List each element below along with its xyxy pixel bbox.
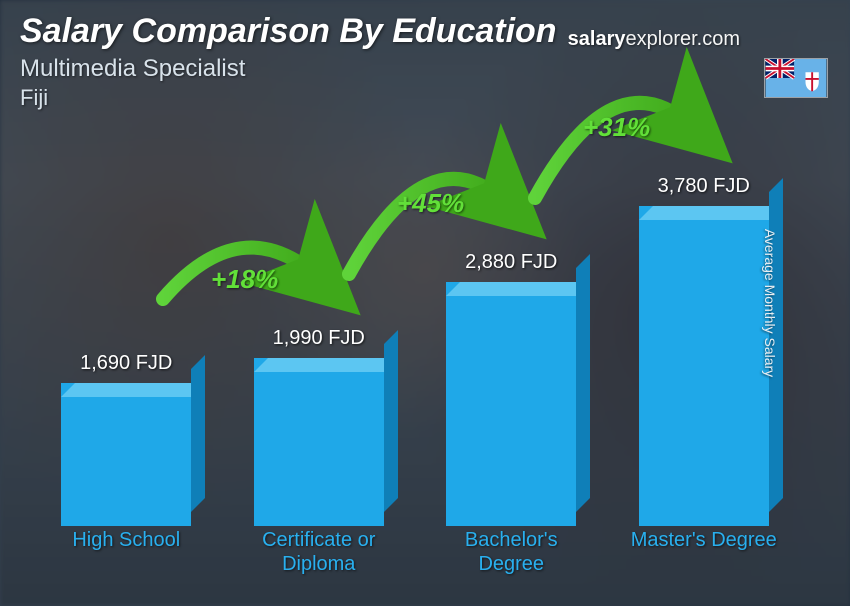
bar-label: Master's Degree	[624, 528, 784, 586]
bar-label: High School	[46, 528, 206, 586]
bar-chart: 1,690 FJD 1,990 FJD 2,880 FJD 3,780 FJD …	[30, 130, 800, 586]
increase-percent: +18%	[211, 264, 278, 295]
increase-percent: +31%	[583, 112, 650, 143]
increase-percent: +45%	[397, 188, 464, 219]
y-axis-label: Average Monthly Salary	[762, 229, 778, 377]
brand-thin: explorer.com	[626, 28, 741, 50]
brand-logo: salaryexplorer.com	[568, 28, 740, 51]
page-subtitle: Multimedia Specialist	[20, 55, 830, 83]
bar-label: Bachelor's Degree	[431, 528, 591, 586]
fiji-flag-icon	[764, 58, 828, 98]
labels-container: High School Certificate or Diploma Bachelo…	[30, 528, 800, 586]
brand-bold: salary	[568, 28, 626, 50]
header: Salary Comparison By Education Multimedi…	[20, 12, 830, 111]
page-region: Fiji	[20, 85, 830, 111]
bar-label: Certificate or Diploma	[239, 528, 399, 586]
